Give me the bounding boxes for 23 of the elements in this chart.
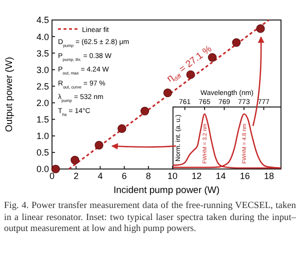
y-tick-label: 2.0 xyxy=(36,98,49,108)
x-tick-label: 14 xyxy=(216,171,226,181)
x-tick-label: 2 xyxy=(74,171,79,181)
x-tick-label: 0 xyxy=(49,171,55,181)
y-axis-title: Output power (W) xyxy=(4,57,15,132)
caption: Fig. 4. Power transfer measurement data of the free-running VECSEL, taken in a linear resonator. Inset: two typical laser spectra taken during the input–output measurement at low and high pump powers. xyxy=(4,201,296,236)
x-tick-label: 10 xyxy=(168,171,178,181)
y-tick-label: 2.5 xyxy=(36,81,49,92)
y-tick-label: 3.5 xyxy=(36,48,49,58)
y-tick-label: 0.5 xyxy=(36,148,49,158)
y-tick-label: 1.0 xyxy=(36,131,49,142)
x-tick-label: 8 xyxy=(146,171,151,181)
x-tick-label: 16 xyxy=(240,171,250,181)
x-axis-title: Incident pump power (W) xyxy=(113,185,220,196)
x-tick-label: 18 xyxy=(264,171,274,181)
y-tick-label: 3.0 xyxy=(36,64,49,75)
y-tick-label: 0.0 xyxy=(36,164,49,174)
x-tick-label: 4 xyxy=(98,171,103,181)
y-tick-label: 4.5 xyxy=(36,15,49,26)
x-tick-label: 12 xyxy=(192,171,202,181)
y-tick-label: 4.0 xyxy=(36,32,49,42)
x-tick-label: 6 xyxy=(122,171,127,181)
y-tick-label: 1.5 xyxy=(36,114,49,125)
